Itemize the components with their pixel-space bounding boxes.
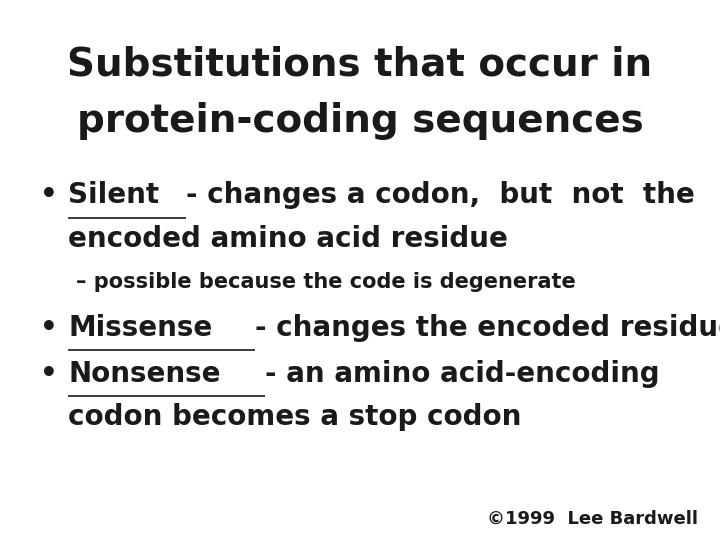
Text: - an amino acid-encoding: - an amino acid-encoding [265,360,660,388]
Text: codon becomes a stop codon: codon becomes a stop codon [68,403,522,431]
Text: Missense: Missense [68,314,212,342]
Text: •: • [40,314,58,342]
Text: – possible because the code is degenerate: – possible because the code is degenerat… [76,272,575,292]
Text: Substitutions that occur in: Substitutions that occur in [68,46,652,84]
Text: •: • [40,360,58,388]
Text: encoded amino acid residue: encoded amino acid residue [68,225,508,253]
Text: Silent: Silent [68,181,160,210]
Text: •: • [40,181,58,210]
Text: - changes a codon,  but  not  the: - changes a codon, but not the [186,181,695,210]
Text: ©1999  Lee Bardwell: ©1999 Lee Bardwell [487,509,698,528]
Text: Nonsense: Nonsense [68,360,221,388]
Text: protein-coding sequences: protein-coding sequences [76,103,644,140]
Text: - changes the encoded residue: - changes the encoded residue [255,314,720,342]
